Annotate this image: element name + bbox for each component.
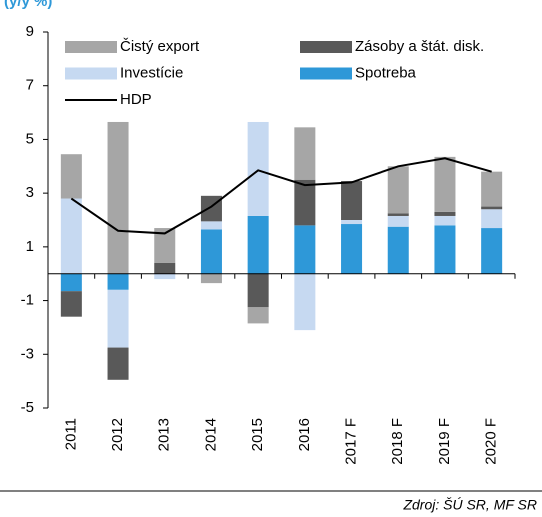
legend-swatch — [300, 67, 352, 80]
bar — [107, 289, 129, 348]
y-tick-label: -1 — [21, 292, 34, 309]
legend-label: Čistý export — [120, 38, 200, 55]
bar — [434, 215, 456, 226]
source: Zdroj: ŠÚ SR, MF SR — [402, 497, 537, 513]
bar — [387, 213, 409, 216]
line — [70, 157, 492, 235]
bar — [154, 262, 176, 274]
x-tick-label: 2014 — [202, 418, 219, 451]
bar — [60, 154, 82, 199]
bar — [481, 209, 503, 229]
bar — [387, 166, 409, 214]
bar — [200, 229, 222, 274]
x-tick-label: 2013 — [156, 418, 173, 451]
y-tick-label: -5 — [21, 399, 34, 416]
bar — [200, 273, 222, 284]
y-tick-label: 5 — [26, 130, 34, 147]
bar — [247, 307, 269, 324]
bar — [434, 211, 456, 216]
bar — [247, 121, 269, 216]
y-tick-label: 9 — [26, 23, 34, 40]
x-tick-label: 2018 F — [389, 418, 406, 465]
bar — [107, 347, 129, 380]
bar — [154, 228, 176, 263]
bar — [294, 225, 316, 274]
bar — [294, 179, 316, 226]
legend-label: Zásoby a štát. disk. — [355, 38, 484, 55]
bar — [200, 221, 222, 230]
bar — [60, 198, 82, 274]
x-tick-label: 2011 — [62, 418, 79, 450]
legend-swatch — [300, 41, 352, 53]
bar — [387, 226, 409, 274]
bar — [60, 291, 82, 317]
bar — [107, 121, 129, 274]
chart-subtitle: (y/y %) — [4, 0, 52, 10]
bar — [154, 273, 176, 280]
legend-swatch — [65, 41, 117, 53]
legend-label: Investície — [120, 64, 183, 81]
x-tick-label: 2015 — [249, 418, 266, 451]
legend-label: HDP — [120, 91, 152, 108]
bar — [341, 220, 363, 225]
bar — [247, 215, 269, 274]
bar — [247, 273, 269, 308]
x-tick-label: 2019 F — [436, 418, 453, 465]
legend-swatch — [65, 67, 117, 80]
x-tick-label: 2016 — [296, 418, 313, 451]
legend-label: Spotreba — [355, 64, 417, 81]
x-tick-label: 2020 F — [483, 418, 500, 465]
bar — [341, 224, 363, 274]
y-tick-label: -3 — [21, 345, 34, 362]
bar — [294, 127, 316, 180]
bar — [107, 273, 129, 290]
x-tick-label: 2012 — [109, 418, 126, 451]
x-tick-label: 2017 F — [343, 418, 360, 465]
bar — [434, 156, 456, 212]
bar — [294, 273, 316, 331]
bar — [341, 181, 363, 220]
bar — [434, 225, 456, 274]
y-tick-label: 3 — [26, 184, 34, 201]
y-tick-label: 7 — [26, 77, 34, 94]
bar — [481, 206, 503, 210]
bar — [481, 171, 503, 207]
bar — [481, 228, 503, 274]
y-tick-label: 1 — [26, 238, 34, 255]
bar — [60, 273, 82, 292]
bar — [387, 215, 409, 227]
